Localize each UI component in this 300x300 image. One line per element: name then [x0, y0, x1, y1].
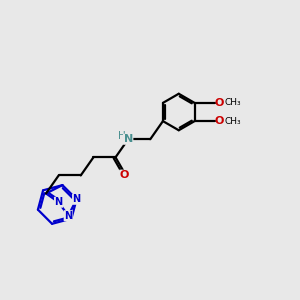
Text: N: N: [73, 194, 81, 204]
Text: CH₃: CH₃: [225, 117, 242, 126]
Text: H: H: [118, 131, 126, 141]
Text: N: N: [64, 211, 72, 221]
Text: O: O: [215, 98, 224, 108]
Text: N: N: [124, 134, 133, 144]
Text: N: N: [55, 197, 63, 207]
Text: O: O: [120, 170, 129, 180]
Text: O: O: [215, 116, 224, 126]
Text: CH₃: CH₃: [225, 98, 242, 107]
